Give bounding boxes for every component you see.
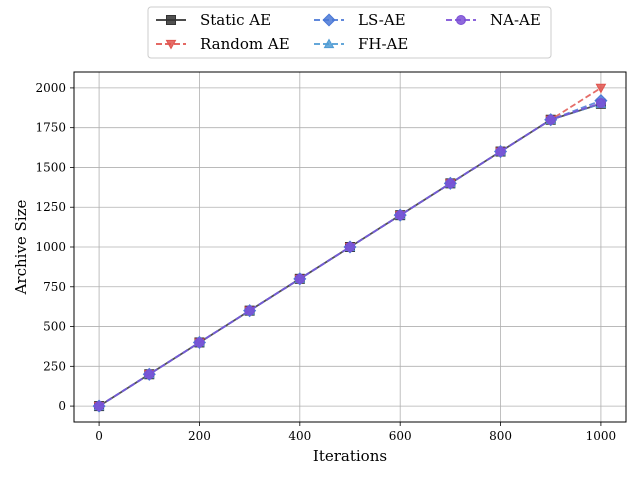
data-point [445, 178, 456, 189]
data-point [144, 369, 155, 380]
legend-item: Static AE [156, 11, 271, 29]
data-point [94, 401, 105, 412]
x-tick-label: 1000 [586, 429, 617, 443]
series-line [98, 102, 602, 407]
legend-marker [165, 39, 177, 50]
legend-item: FH-AE [314, 35, 408, 53]
y-axis-label: Archive Size [12, 199, 30, 295]
legend-label: LS-AE [358, 11, 406, 29]
data-point [545, 114, 556, 125]
legend-marker [166, 15, 176, 25]
legend-marker [323, 38, 335, 49]
data-point [395, 210, 406, 221]
series-fh-ae [93, 98, 607, 411]
y-tick-label: 2000 [35, 81, 66, 95]
legend-label: NA-AE [490, 11, 541, 29]
x-tick-label: 0 [95, 429, 103, 443]
data-point [495, 146, 506, 157]
y-tick-label: 0 [58, 399, 66, 413]
data-point [595, 98, 606, 109]
y-axis: 0 250 500 750 1000 1250 1500 1750 2000 [35, 81, 74, 413]
data-point [244, 305, 255, 316]
legend-label: FH-AE [358, 35, 408, 53]
legend-item: LS-AE [314, 11, 406, 29]
legend: Static AE Random AE LS-AE FH-AE NA-AE [147, 6, 552, 59]
x-axis-label: Iterations [313, 447, 387, 465]
y-tick-label: 1250 [35, 200, 66, 214]
data-point [345, 242, 355, 252]
data-point [294, 273, 305, 284]
data-point [595, 83, 607, 94]
x-tick-label: 400 [288, 429, 311, 443]
legend-marker [456, 15, 466, 25]
y-tick-label: 1000 [35, 240, 66, 254]
x-tick-label: 200 [188, 429, 211, 443]
y-tick-label: 500 [43, 320, 66, 334]
x-tick-label: 600 [389, 429, 412, 443]
series-line [98, 102, 602, 407]
series-na-ae [94, 98, 606, 412]
series-line [98, 102, 602, 407]
y-tick-label: 1500 [35, 160, 66, 174]
series-static-ae [94, 98, 606, 412]
y-tick-label: 750 [43, 280, 66, 294]
legend-marker [322, 13, 336, 27]
legend-item: Random AE [156, 35, 290, 53]
x-axis: 0 200 400 600 800 1000 [95, 422, 616, 443]
data-point [194, 337, 205, 348]
grid [74, 72, 626, 422]
series-layer [92, 83, 608, 413]
legend-label: Random AE [200, 35, 290, 53]
legend-item: NA-AE [446, 11, 541, 29]
y-tick-label: 250 [43, 359, 66, 373]
y-tick-label: 1750 [35, 121, 66, 135]
series-ls-ae [92, 94, 608, 413]
x-tick-label: 800 [489, 429, 512, 443]
legend-label: Static AE [200, 11, 271, 29]
